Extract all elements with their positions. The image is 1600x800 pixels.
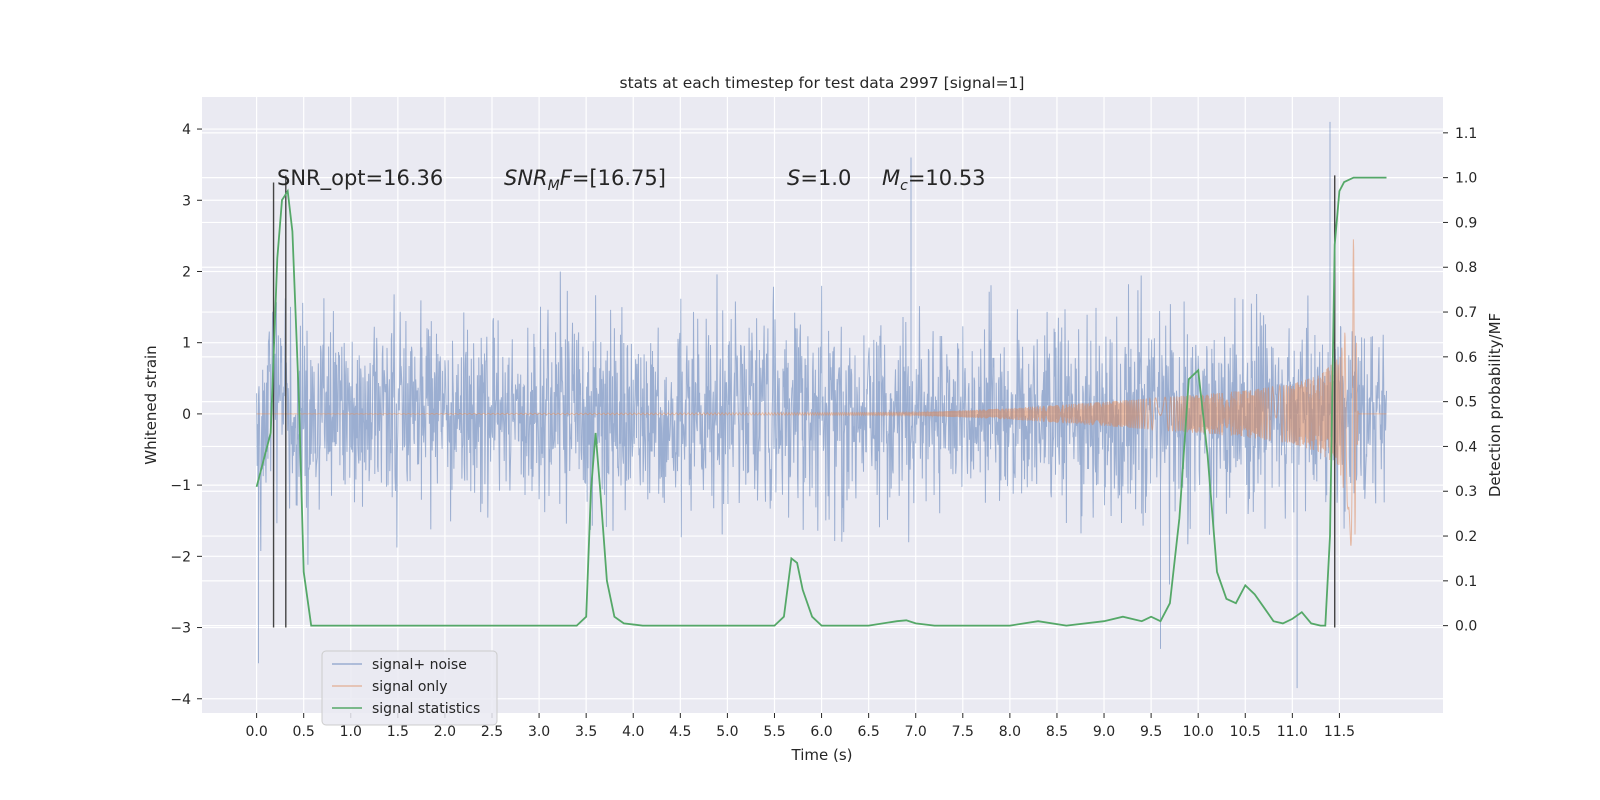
y-left-tick-label-0: −4 — [170, 692, 191, 708]
annotation-snr-mf-subscript: M — [548, 178, 560, 194]
annotation-mc-value: =10.53 — [908, 166, 986, 190]
y-left-tick-label-4: 0 — [182, 407, 191, 423]
x-tick-label-1: 0.5 — [293, 724, 315, 740]
x-tick-label-17: 8.5 — [1046, 724, 1068, 740]
y-left-tick-label-7: 3 — [182, 193, 191, 209]
x-tick-label-14: 7.0 — [905, 724, 927, 740]
annotation-s-value: =1.0 — [800, 166, 851, 190]
y-left-tick-label-1: −3 — [170, 621, 191, 637]
x-tick-label-12: 6.0 — [810, 724, 832, 740]
y-right-tick-label-2: 0.2 — [1455, 529, 1477, 545]
x-tick-label-5: 2.5 — [481, 724, 503, 740]
y-left-tick-label-3: −1 — [170, 478, 191, 494]
x-tick-label-6: 3.0 — [528, 724, 550, 740]
y-right-tick-label-11: 1.1 — [1455, 126, 1477, 142]
annotation-snr-mf: SNRMF=[16.75] — [504, 166, 666, 194]
x-tick-label-20: 10.0 — [1183, 724, 1214, 740]
y-right-tick-label-5: 0.5 — [1455, 395, 1477, 411]
annotation-snr-mf-symbol-2: F — [560, 166, 573, 190]
annotation-snr-mf-value: =[16.75] — [572, 166, 666, 190]
y-right-tick-label-0: 0.0 — [1455, 619, 1477, 635]
y-left-tick-label-6: 2 — [182, 264, 191, 280]
y-right-tick-label-3: 0.3 — [1455, 484, 1477, 500]
legend-box — [321, 650, 498, 726]
x-tick-label-15: 7.5 — [952, 724, 974, 740]
x-tick-label-21: 10.5 — [1230, 724, 1261, 740]
series-signal-statistics — [255, 176, 1387, 627]
y-left-tick-label-5: 1 — [182, 336, 191, 352]
x-tick-label-13: 6.5 — [858, 724, 880, 740]
y-left-tick-label-2: −2 — [170, 549, 191, 565]
annotation-snr-mf-symbol: SNR — [504, 166, 548, 190]
annotation-mc: Mc=10.53 — [882, 166, 986, 194]
y-axis-left-label: Whitened strain — [142, 345, 160, 464]
y-axis-right-ticks: 0.0 0.1 0.2 0.3 0.4 0.5 0.6 0.7 0.8 0.9 1.0 1.1 — [1443, 126, 1477, 635]
annotation-snr-opt: SNR_opt=16.36 — [277, 166, 443, 191]
x-tick-label-3: 1.5 — [387, 724, 409, 740]
legend: signal+ noise signal only signal statist… — [321, 650, 498, 726]
signal-statistics-line — [255, 176, 1387, 627]
y-axis-right-label: Detection probability/MF — [1486, 313, 1504, 497]
x-tick-label-4: 2.0 — [434, 724, 456, 740]
signal-only-trace — [256, 239, 1387, 546]
x-tick-label-23: 11.5 — [1324, 724, 1355, 740]
y-right-tick-label-4: 0.4 — [1455, 439, 1477, 455]
x-tick-label-11: 5.5 — [763, 724, 785, 740]
y-right-tick-label-10: 1.0 — [1455, 171, 1477, 187]
x-tick-label-7: 3.5 — [575, 724, 597, 740]
y-right-tick-label-6: 0.6 — [1455, 350, 1477, 366]
x-tick-label-18: 9.0 — [1093, 724, 1115, 740]
annotation-mc-subscript: c — [900, 178, 908, 194]
x-tick-label-10: 5.0 — [716, 724, 738, 740]
annotation-mc-symbol: M — [882, 166, 900, 190]
y-right-tick-label-7: 0.7 — [1455, 305, 1477, 321]
y-left-tick-label-8: 4 — [182, 122, 191, 138]
legend-label-signal-statistics: signal statistics — [372, 701, 480, 717]
y-right-tick-label-9: 0.9 — [1455, 215, 1477, 231]
x-tick-label-8: 4.0 — [622, 724, 644, 740]
x-tick-label-0: 0.0 — [245, 724, 267, 740]
x-tick-label-2: 1.0 — [340, 724, 362, 740]
y-axis-left-ticks: −4 −3 −2 −1 0 1 2 3 4 — [170, 122, 202, 708]
y-right-tick-label-8: 0.8 — [1455, 260, 1477, 276]
noise-trace — [256, 121, 1387, 689]
x-axis-ticks: 0.0 0.5 1.0 1.5 2.0 2.5 3.0 3.5 4.0 4.5 5.0 5.5 6.0 6… — [245, 713, 1355, 740]
x-axis-label: Time (s) — [791, 746, 853, 764]
y-right-tick-label-1: 0.1 — [1455, 574, 1477, 590]
series-signal-plus-noise — [256, 121, 1387, 689]
legend-label-signal-only: signal only — [372, 679, 447, 695]
x-tick-label-9: 4.5 — [669, 724, 691, 740]
x-tick-label-19: 9.5 — [1140, 724, 1162, 740]
x-tick-label-16: 8.0 — [999, 724, 1021, 740]
series-signal-only — [256, 239, 1387, 546]
x-tick-label-22: 11.0 — [1277, 724, 1308, 740]
chart-title: stats at each timestep for test data 299… — [620, 74, 1025, 92]
legend-label-signal-plus-noise: signal+ noise — [372, 657, 467, 673]
annotation-s-symbol: S — [787, 166, 800, 190]
annotation-s: S=1.0 — [787, 166, 851, 190]
